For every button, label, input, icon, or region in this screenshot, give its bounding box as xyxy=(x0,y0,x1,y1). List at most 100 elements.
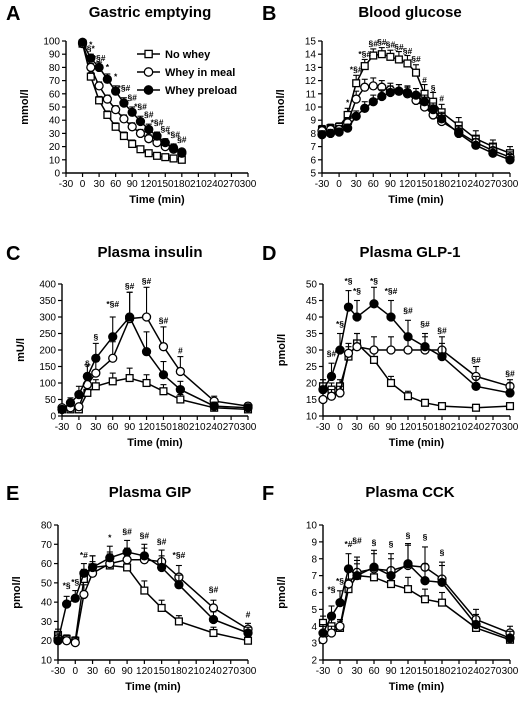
y-tick-label: 8 xyxy=(310,129,316,140)
x-tick-label: 270 xyxy=(223,422,240,433)
y-tick-label: 8 xyxy=(311,554,317,565)
data-point xyxy=(352,312,362,322)
data-point xyxy=(369,573,379,582)
x-tick-label: 120 xyxy=(140,179,157,190)
x-tick-label: 240 xyxy=(468,666,485,677)
y-tick-label: 100 xyxy=(43,37,60,48)
panel-title: Gastric emptying xyxy=(89,4,212,21)
data-point xyxy=(174,580,184,590)
significance-marker: *# xyxy=(344,539,352,549)
data-point xyxy=(368,97,378,107)
data-point xyxy=(334,127,344,137)
data-point xyxy=(411,68,421,77)
y-tick-label: 15 xyxy=(306,395,318,406)
data-point xyxy=(61,636,72,646)
data-point xyxy=(124,312,135,322)
y-tick-label: 70 xyxy=(41,540,53,551)
data-point xyxy=(325,128,336,139)
x-tick-label: 300 xyxy=(240,666,257,677)
data-point xyxy=(420,595,430,604)
data-point xyxy=(403,59,412,68)
y-tick-label: 40 xyxy=(49,116,61,127)
significance-marker: *§# xyxy=(151,117,164,127)
data-point xyxy=(420,342,430,352)
x-tick-label: 300 xyxy=(502,666,519,677)
x-axis-label: Time (min) xyxy=(125,681,181,693)
data-point xyxy=(91,353,101,363)
data-point xyxy=(411,90,421,100)
data-point xyxy=(326,628,337,638)
x-tick-label: 150 xyxy=(417,422,434,433)
data-point xyxy=(352,79,361,88)
y-tick-label: 14 xyxy=(305,50,317,61)
significance-marker: *§ xyxy=(63,581,71,591)
data-point xyxy=(168,143,179,153)
y-tick-label: 0 xyxy=(50,412,56,423)
data-point xyxy=(488,148,498,158)
y-tick-label: 7 xyxy=(311,571,317,582)
significance-marker: §# xyxy=(369,38,379,48)
y-tick-label: 30 xyxy=(49,129,61,140)
legend-marker xyxy=(144,49,153,59)
x-tick-label: 90 xyxy=(385,179,397,190)
y-tick-label: 6 xyxy=(311,588,317,599)
legend-entry: Whey preload xyxy=(137,85,237,97)
x-tick-label: 60 xyxy=(368,422,380,433)
data-point xyxy=(352,342,362,352)
data-point xyxy=(152,151,162,160)
y-tick-label: 50 xyxy=(49,103,61,114)
data-point xyxy=(360,62,369,71)
significance-marker: *§# xyxy=(106,299,119,309)
data-point xyxy=(57,404,67,415)
y-tick-label: 100 xyxy=(39,379,56,390)
y-tick-label: 15 xyxy=(305,37,317,48)
data-point xyxy=(351,111,361,121)
data-point xyxy=(158,342,169,352)
data-point xyxy=(86,62,96,73)
y-tick-label: 13 xyxy=(305,63,317,74)
x-tick-label: 180 xyxy=(434,422,451,433)
y-tick-label: 50 xyxy=(306,280,318,291)
data-point xyxy=(160,137,170,148)
x-tick-label: 210 xyxy=(450,179,467,190)
data-point xyxy=(352,570,362,581)
data-point xyxy=(102,94,113,104)
panel-c: C Plasma insulin050100150200250300350400-… xyxy=(6,243,257,449)
x-tick-label: 240 xyxy=(468,422,485,433)
significance-marker: §# xyxy=(471,355,481,365)
significance-marker: *§ xyxy=(336,576,344,586)
x-tick-label: 240 xyxy=(207,179,224,190)
significance-marker: *# xyxy=(80,550,88,560)
significance-marker: §# xyxy=(159,316,169,326)
data-point xyxy=(369,355,379,364)
data-point xyxy=(403,332,413,342)
significance-marker: §# xyxy=(386,40,396,50)
series-filled-circle xyxy=(318,286,515,398)
data-point xyxy=(369,299,379,309)
x-tick-label: 90 xyxy=(385,422,397,433)
data-point xyxy=(243,628,253,638)
data-point xyxy=(318,384,328,395)
data-point xyxy=(135,116,146,127)
series-line xyxy=(322,302,511,394)
data-point xyxy=(119,131,128,141)
x-tick-label: 210 xyxy=(190,179,207,190)
data-point xyxy=(403,585,413,594)
data-point xyxy=(471,140,481,150)
data-point xyxy=(91,368,101,378)
x-tick-label: 0 xyxy=(76,422,82,433)
data-point xyxy=(144,149,153,158)
significance-marker: *§# xyxy=(118,83,131,93)
data-point xyxy=(79,568,89,578)
significance-marker: §# xyxy=(377,37,387,47)
x-tick-label: 300 xyxy=(502,179,519,190)
data-point xyxy=(111,122,120,131)
significance-marker: § xyxy=(389,539,394,549)
significance-marker: §# xyxy=(144,110,154,120)
y-tick-label: 3 xyxy=(311,639,317,650)
x-tick-label: 60 xyxy=(368,666,380,677)
data-point xyxy=(335,388,345,398)
data-point xyxy=(419,97,430,107)
x-tick-label: 90 xyxy=(127,179,139,190)
y-tick-label: 25 xyxy=(306,362,318,373)
